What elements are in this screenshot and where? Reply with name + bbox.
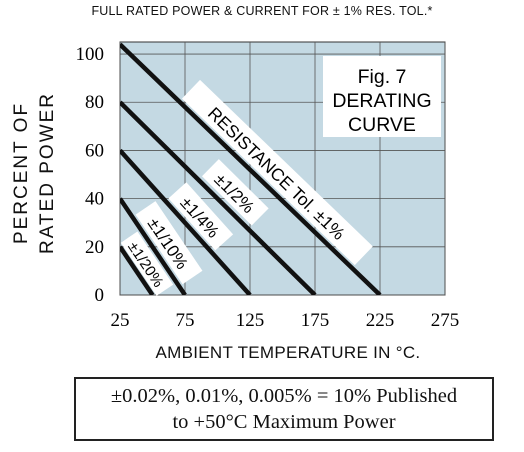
y-tick-label: 0 <box>95 285 105 306</box>
derating-curve <box>120 245 155 295</box>
x-tick-label: 175 <box>301 310 330 331</box>
fig-title-box <box>323 56 441 137</box>
tolerance-note-line-1: ±0.02%, 0.01%, 0.005% = 10% Published <box>110 385 458 407</box>
series-label-background <box>135 201 203 285</box>
derating-curve <box>120 100 317 295</box>
fig-title-line-1: Fig. 7 <box>358 66 407 88</box>
y-tick-label: 60 <box>85 140 104 161</box>
x-tick-label: 225 <box>366 310 395 331</box>
fig-title-line-2: DERATING <box>332 90 431 112</box>
y-tick-label: 40 <box>85 189 104 210</box>
derating-curve <box>120 148 252 295</box>
x-tick-label: 75 <box>176 310 195 331</box>
x-tick-label: 125 <box>236 310 265 331</box>
y-tick-label: 80 <box>85 92 104 113</box>
series-label-background <box>168 182 234 251</box>
derating-curve <box>120 197 187 295</box>
series-label-background <box>181 79 373 266</box>
y-tick-label: 100 <box>76 44 105 65</box>
x-tick-label: 275 <box>431 310 460 331</box>
y-tick-label: 20 <box>85 237 104 258</box>
series-label-background <box>201 159 269 226</box>
x-axis-label: AMBIENT TEMPERATURE IN °C. <box>155 343 421 362</box>
tolerance-note-line-2: to +50°C Maximum Power <box>172 411 396 433</box>
derating-curve <box>120 42 382 295</box>
tolerance-note-box: ±0.02%, 0.01%, 0.005% = 10% Published to… <box>74 377 494 441</box>
fig-title-line-3: CURVE <box>348 114 416 136</box>
x-tick-label: 25 <box>111 310 130 331</box>
chart-header-note: FULL RATED POWER & CURRENT FOR ± 1% RES.… <box>91 4 433 18</box>
series-label-background <box>120 231 174 296</box>
